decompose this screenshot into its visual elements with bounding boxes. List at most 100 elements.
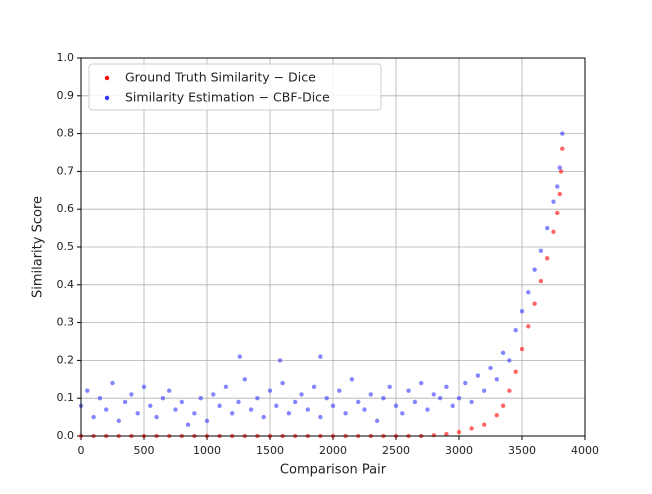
point xyxy=(538,278,544,284)
point xyxy=(148,403,153,408)
point xyxy=(141,384,147,390)
point xyxy=(129,392,134,397)
point xyxy=(551,199,556,204)
point xyxy=(507,388,512,393)
point xyxy=(381,396,386,401)
point xyxy=(456,396,462,401)
point xyxy=(526,324,531,329)
point xyxy=(179,399,184,405)
point xyxy=(104,407,109,412)
point xyxy=(356,399,361,405)
point xyxy=(277,358,283,363)
y-tick-label: 0.0 xyxy=(57,429,75,442)
point xyxy=(173,407,178,412)
point xyxy=(494,413,499,418)
point xyxy=(261,414,266,420)
point xyxy=(513,369,518,374)
point xyxy=(85,388,90,393)
x-tick-label: 4000 xyxy=(571,444,599,457)
point xyxy=(198,396,203,401)
legend-label: Ground Truth Similarity − Dice xyxy=(125,70,316,85)
point xyxy=(393,403,399,408)
x-tick-label: 0 xyxy=(78,444,85,457)
point xyxy=(557,165,562,170)
point xyxy=(167,388,172,393)
point xyxy=(444,431,449,437)
x-tick-label: 2500 xyxy=(382,444,410,457)
point xyxy=(110,380,115,386)
point xyxy=(330,403,336,408)
legend-marker xyxy=(104,95,110,101)
point xyxy=(469,399,474,405)
point xyxy=(97,396,103,401)
point xyxy=(532,301,537,306)
point xyxy=(551,229,556,235)
y-tick-label: 0.9 xyxy=(57,89,75,102)
point xyxy=(431,392,436,397)
point xyxy=(267,388,273,393)
point xyxy=(507,358,512,363)
point xyxy=(274,403,279,408)
point xyxy=(374,418,380,424)
point xyxy=(299,392,304,397)
point xyxy=(387,384,392,390)
point xyxy=(343,411,348,416)
point xyxy=(230,411,235,416)
plot-frame xyxy=(80,57,586,437)
x-tick-label: 1500 xyxy=(256,444,284,457)
point xyxy=(482,422,487,427)
point xyxy=(236,399,241,405)
point xyxy=(349,377,355,382)
x-tick-label: 2000 xyxy=(319,444,347,457)
point xyxy=(482,388,487,393)
y-tick-label: 0.4 xyxy=(57,278,75,291)
point xyxy=(400,411,405,416)
point xyxy=(500,403,506,408)
point xyxy=(280,380,285,386)
point xyxy=(362,407,367,412)
point xyxy=(211,392,216,397)
point xyxy=(242,377,247,382)
point xyxy=(255,396,260,401)
point xyxy=(519,309,525,314)
legend-marker xyxy=(104,75,110,81)
point xyxy=(557,191,562,197)
point xyxy=(526,290,531,295)
point xyxy=(532,267,537,272)
point xyxy=(91,414,96,420)
y-tick-label: 1.0 xyxy=(57,51,75,64)
point xyxy=(545,256,550,261)
point xyxy=(286,411,292,416)
y-tick-label: 0.6 xyxy=(57,202,75,215)
point xyxy=(513,327,518,333)
point xyxy=(311,384,317,390)
point xyxy=(558,169,564,174)
point xyxy=(500,350,506,356)
point xyxy=(555,184,560,189)
point xyxy=(368,392,373,397)
point xyxy=(248,407,254,412)
point xyxy=(185,422,191,427)
legend-label: Similarity Estimation − CBF-Dice xyxy=(125,90,330,105)
point xyxy=(475,373,481,378)
point xyxy=(160,396,166,401)
point xyxy=(154,414,159,420)
y-tick-label: 0.2 xyxy=(57,353,75,366)
point xyxy=(318,354,323,359)
point xyxy=(217,403,222,408)
point xyxy=(237,354,242,359)
legend-box xyxy=(88,63,382,111)
point xyxy=(406,388,411,393)
point xyxy=(431,433,436,438)
x-axis-label: Comparison Pair xyxy=(280,463,387,478)
y-tick-label: 0.5 xyxy=(57,240,75,253)
y-tick-label: 0.3 xyxy=(57,316,75,329)
point xyxy=(425,407,430,412)
x-tick-label: 3000 xyxy=(445,444,473,457)
point xyxy=(318,414,323,420)
point xyxy=(135,411,140,416)
point xyxy=(545,225,550,231)
point xyxy=(305,407,310,412)
point xyxy=(519,346,525,352)
